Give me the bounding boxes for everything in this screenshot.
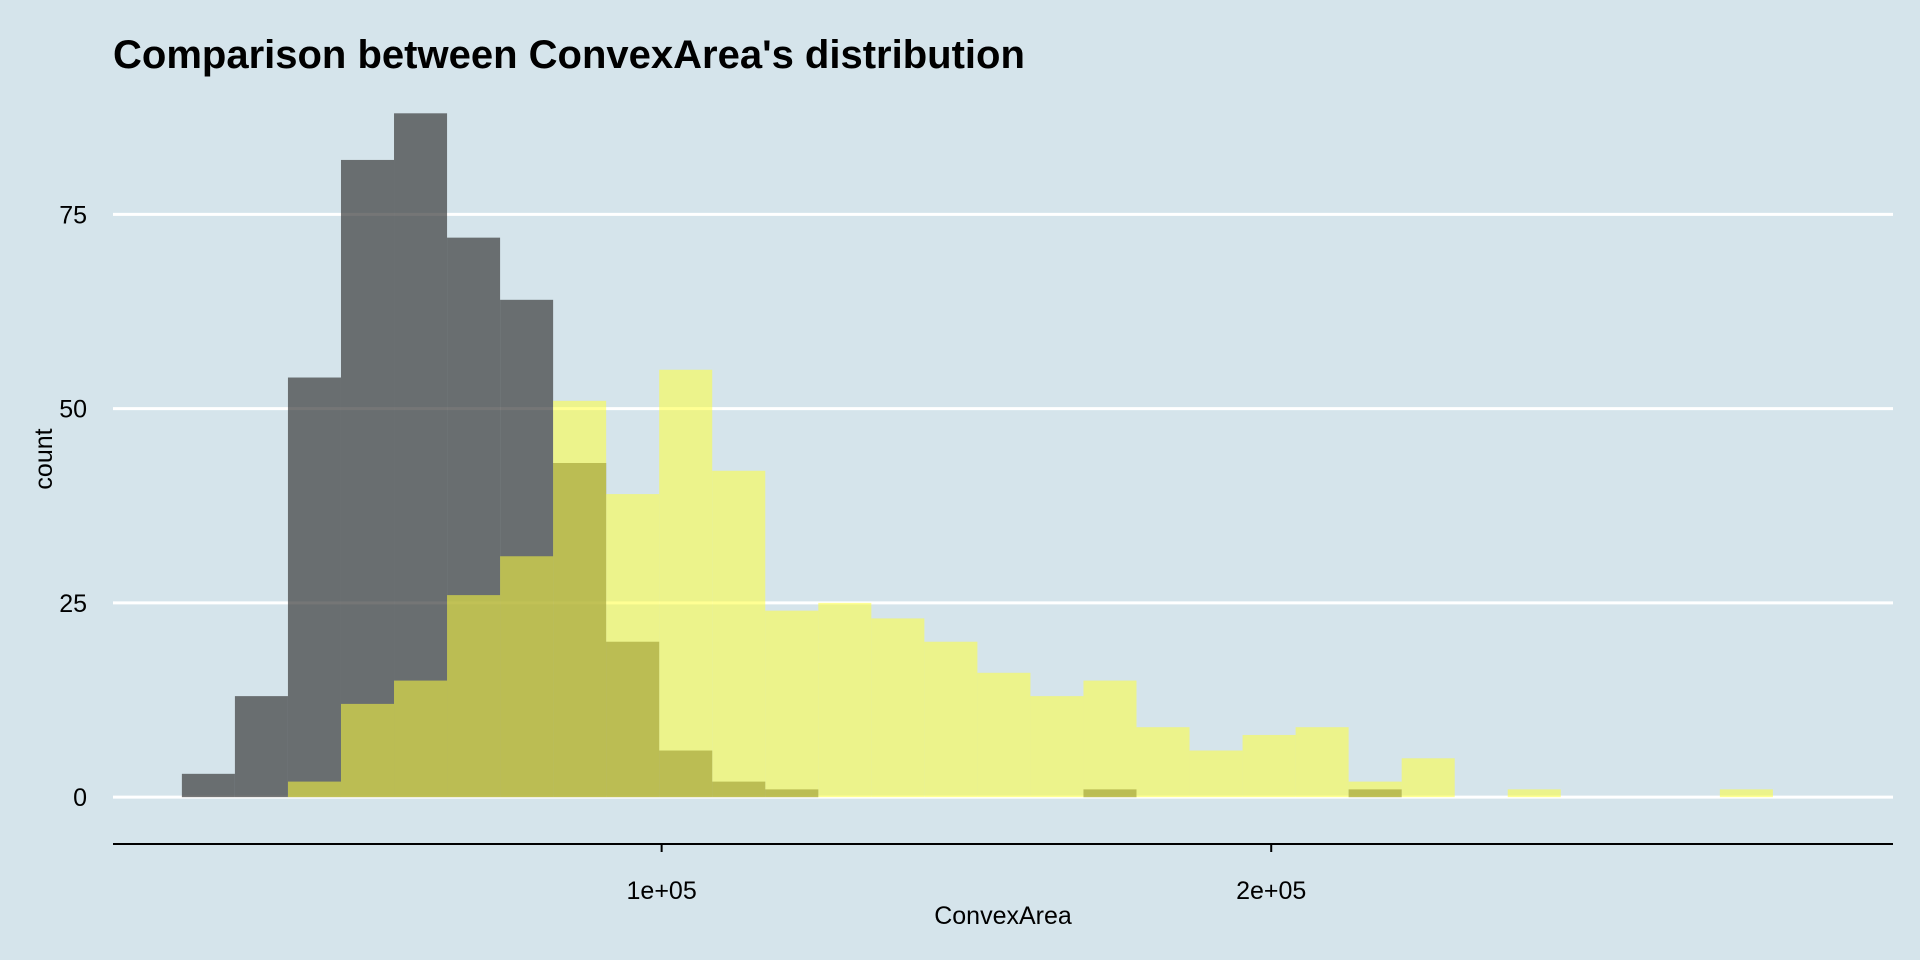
histogram-bar-series-2 (553, 400, 607, 798)
histogram-bar-series-2 (977, 672, 1031, 798)
y-axis-title: count (30, 428, 58, 489)
x-tick-label: 1e+05 (627, 877, 697, 905)
histogram-bar-series-2 (287, 781, 341, 798)
histogram-bar-series-2 (818, 602, 872, 798)
histogram-bar-series-2 (765, 610, 819, 798)
y-axis-ticks: 0 25 50 75 (59, 201, 87, 812)
x-axis-title: ConvexArea (934, 902, 1072, 930)
histogram-bar-series-2 (871, 618, 925, 798)
histogram-bar-series-2 (924, 641, 978, 798)
y-tick-label: 75 (59, 201, 87, 229)
histogram-bar-series-2 (1242, 734, 1296, 798)
chart-title: Comparison between ConvexArea's distribu… (113, 33, 1025, 77)
x-axis-ticks: 1e+05 2e+05 (627, 844, 1306, 905)
histogram-bar-series-2 (1719, 789, 1773, 798)
histogram-bar-series-2 (606, 494, 660, 798)
histogram-bar-series-2 (659, 369, 713, 798)
histogram-bar-series-2 (1083, 680, 1137, 798)
histogram-bar-series-2 (394, 680, 448, 798)
y-tick-label: 50 (59, 396, 87, 424)
y-tick-label: 0 (73, 784, 87, 812)
histogram-bar-series-2 (340, 703, 395, 798)
histogram-bar-series-1 (287, 377, 341, 798)
histogram-bar-series-2 (1030, 696, 1084, 798)
histogram-bar-series-2 (1295, 727, 1349, 798)
histogram-bar-series-2 (500, 556, 554, 798)
histogram-bar-series-2 (447, 595, 501, 798)
histogram-bar-series-2 (1136, 727, 1190, 798)
histogram-bar-series-2 (712, 470, 766, 798)
histogram-bar-series-2 (1401, 758, 1455, 798)
x-tick-label: 2e+05 (1236, 877, 1306, 905)
histogram-bar-series-2 (1348, 781, 1402, 798)
histogram-bars (181, 113, 1773, 798)
histogram-bar-series-2 (1507, 789, 1561, 798)
y-tick-label: 25 (59, 590, 87, 618)
histogram-bar-series-1 (181, 773, 235, 798)
histogram-bar-series-2 (1189, 750, 1243, 798)
histogram-bar-series-1 (234, 696, 288, 798)
histogram-bar-series-1 (340, 159, 395, 798)
